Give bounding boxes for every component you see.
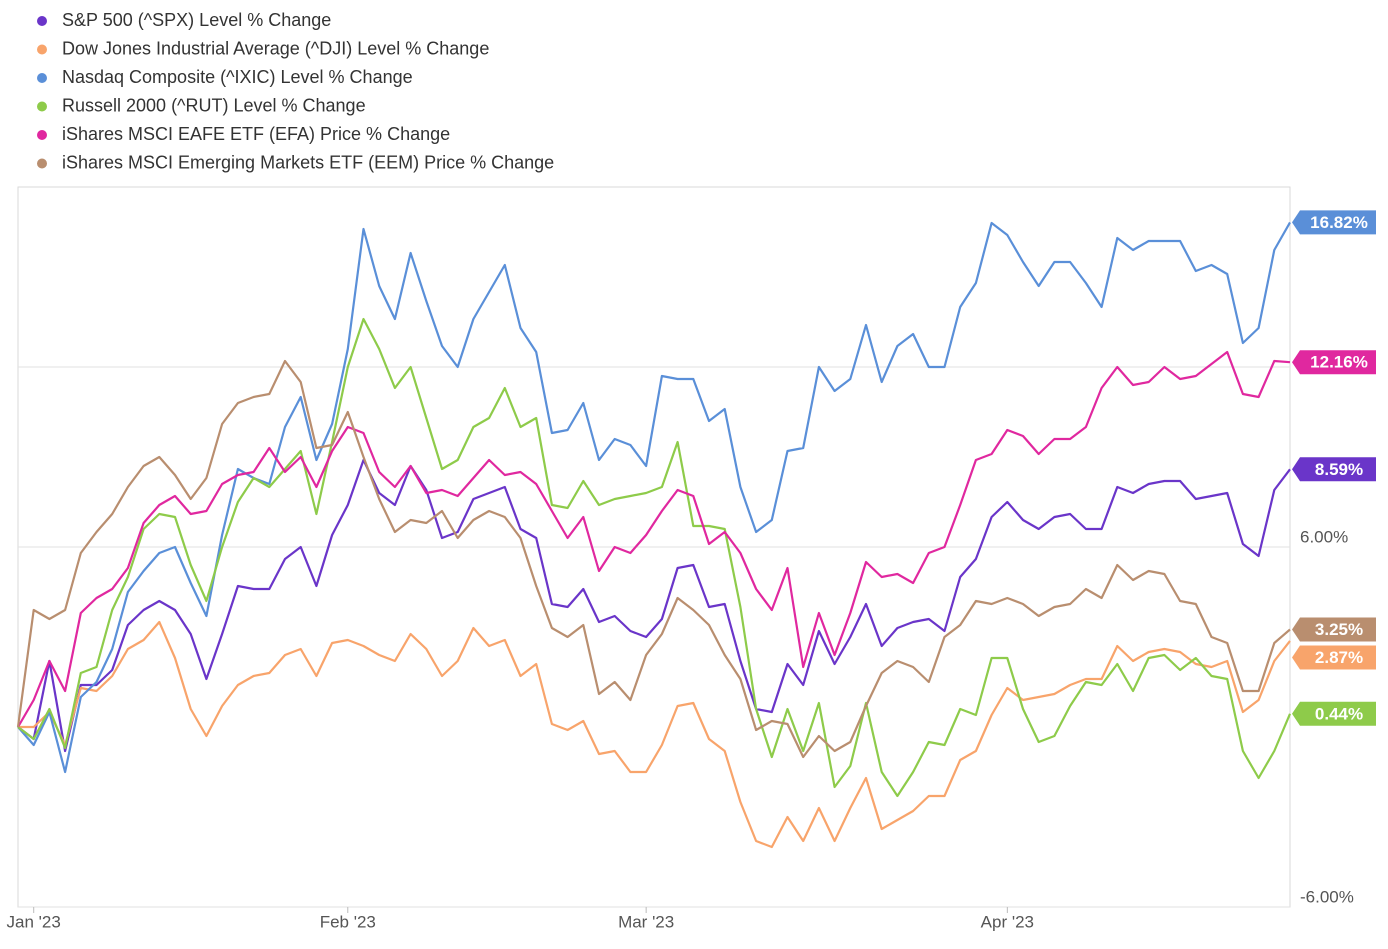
end-tag-label: 3.25% <box>1315 620 1363 639</box>
series-line <box>16 359 1291 759</box>
x-tick-label: Jan '23 <box>7 912 61 931</box>
x-tick-label: Apr '23 <box>981 912 1034 931</box>
legend-marker <box>37 16 47 26</box>
legend-marker <box>37 44 47 55</box>
legend-label: Russell 2000 (^RUT) Level % Change <box>62 95 366 115</box>
end-tag <box>1292 210 1376 235</box>
x-tick-label: Feb '23 <box>320 912 376 931</box>
series-line <box>17 317 1292 798</box>
end-tag-label: 2.87% <box>1315 648 1363 667</box>
legend-marker <box>37 101 47 112</box>
end-tag <box>1292 457 1376 482</box>
end-tag-label: 8.59% <box>1315 460 1363 479</box>
end-tag <box>1292 645 1376 670</box>
series-line <box>17 350 1291 728</box>
legend-label: Nasdaq Composite (^IXIC) Level % Change <box>62 67 413 87</box>
end-tag-label: 0.44% <box>1315 704 1363 723</box>
end-tag <box>1292 701 1376 726</box>
y-tick-label: -6.00% <box>1300 887 1354 906</box>
legend-marker <box>37 130 47 140</box>
end-tag-label: 12.16% <box>1310 353 1368 372</box>
end-tag-label: 16.82% <box>1310 213 1368 232</box>
legend-label: S&P 500 (^SPX) Level % Change <box>62 10 331 30</box>
legend-label: iShares MSCI EAFE ETF (EFA) Price % Chan… <box>62 124 450 144</box>
series-line <box>17 221 1291 774</box>
legend-marker <box>37 73 47 83</box>
series-line <box>18 620 1291 849</box>
legend-marker <box>37 158 47 169</box>
end-tag <box>1292 617 1376 642</box>
series-line <box>17 458 1291 753</box>
y-tick-label: 6.00% <box>1300 527 1348 546</box>
x-tick-label: Mar '23 <box>618 912 674 931</box>
legend-label: Dow Jones Industrial Average (^DJI) Leve… <box>62 38 489 58</box>
legend-label: iShares MSCI Emerging Markets ETF (EEM) … <box>62 152 554 172</box>
end-tag <box>1292 350 1376 375</box>
